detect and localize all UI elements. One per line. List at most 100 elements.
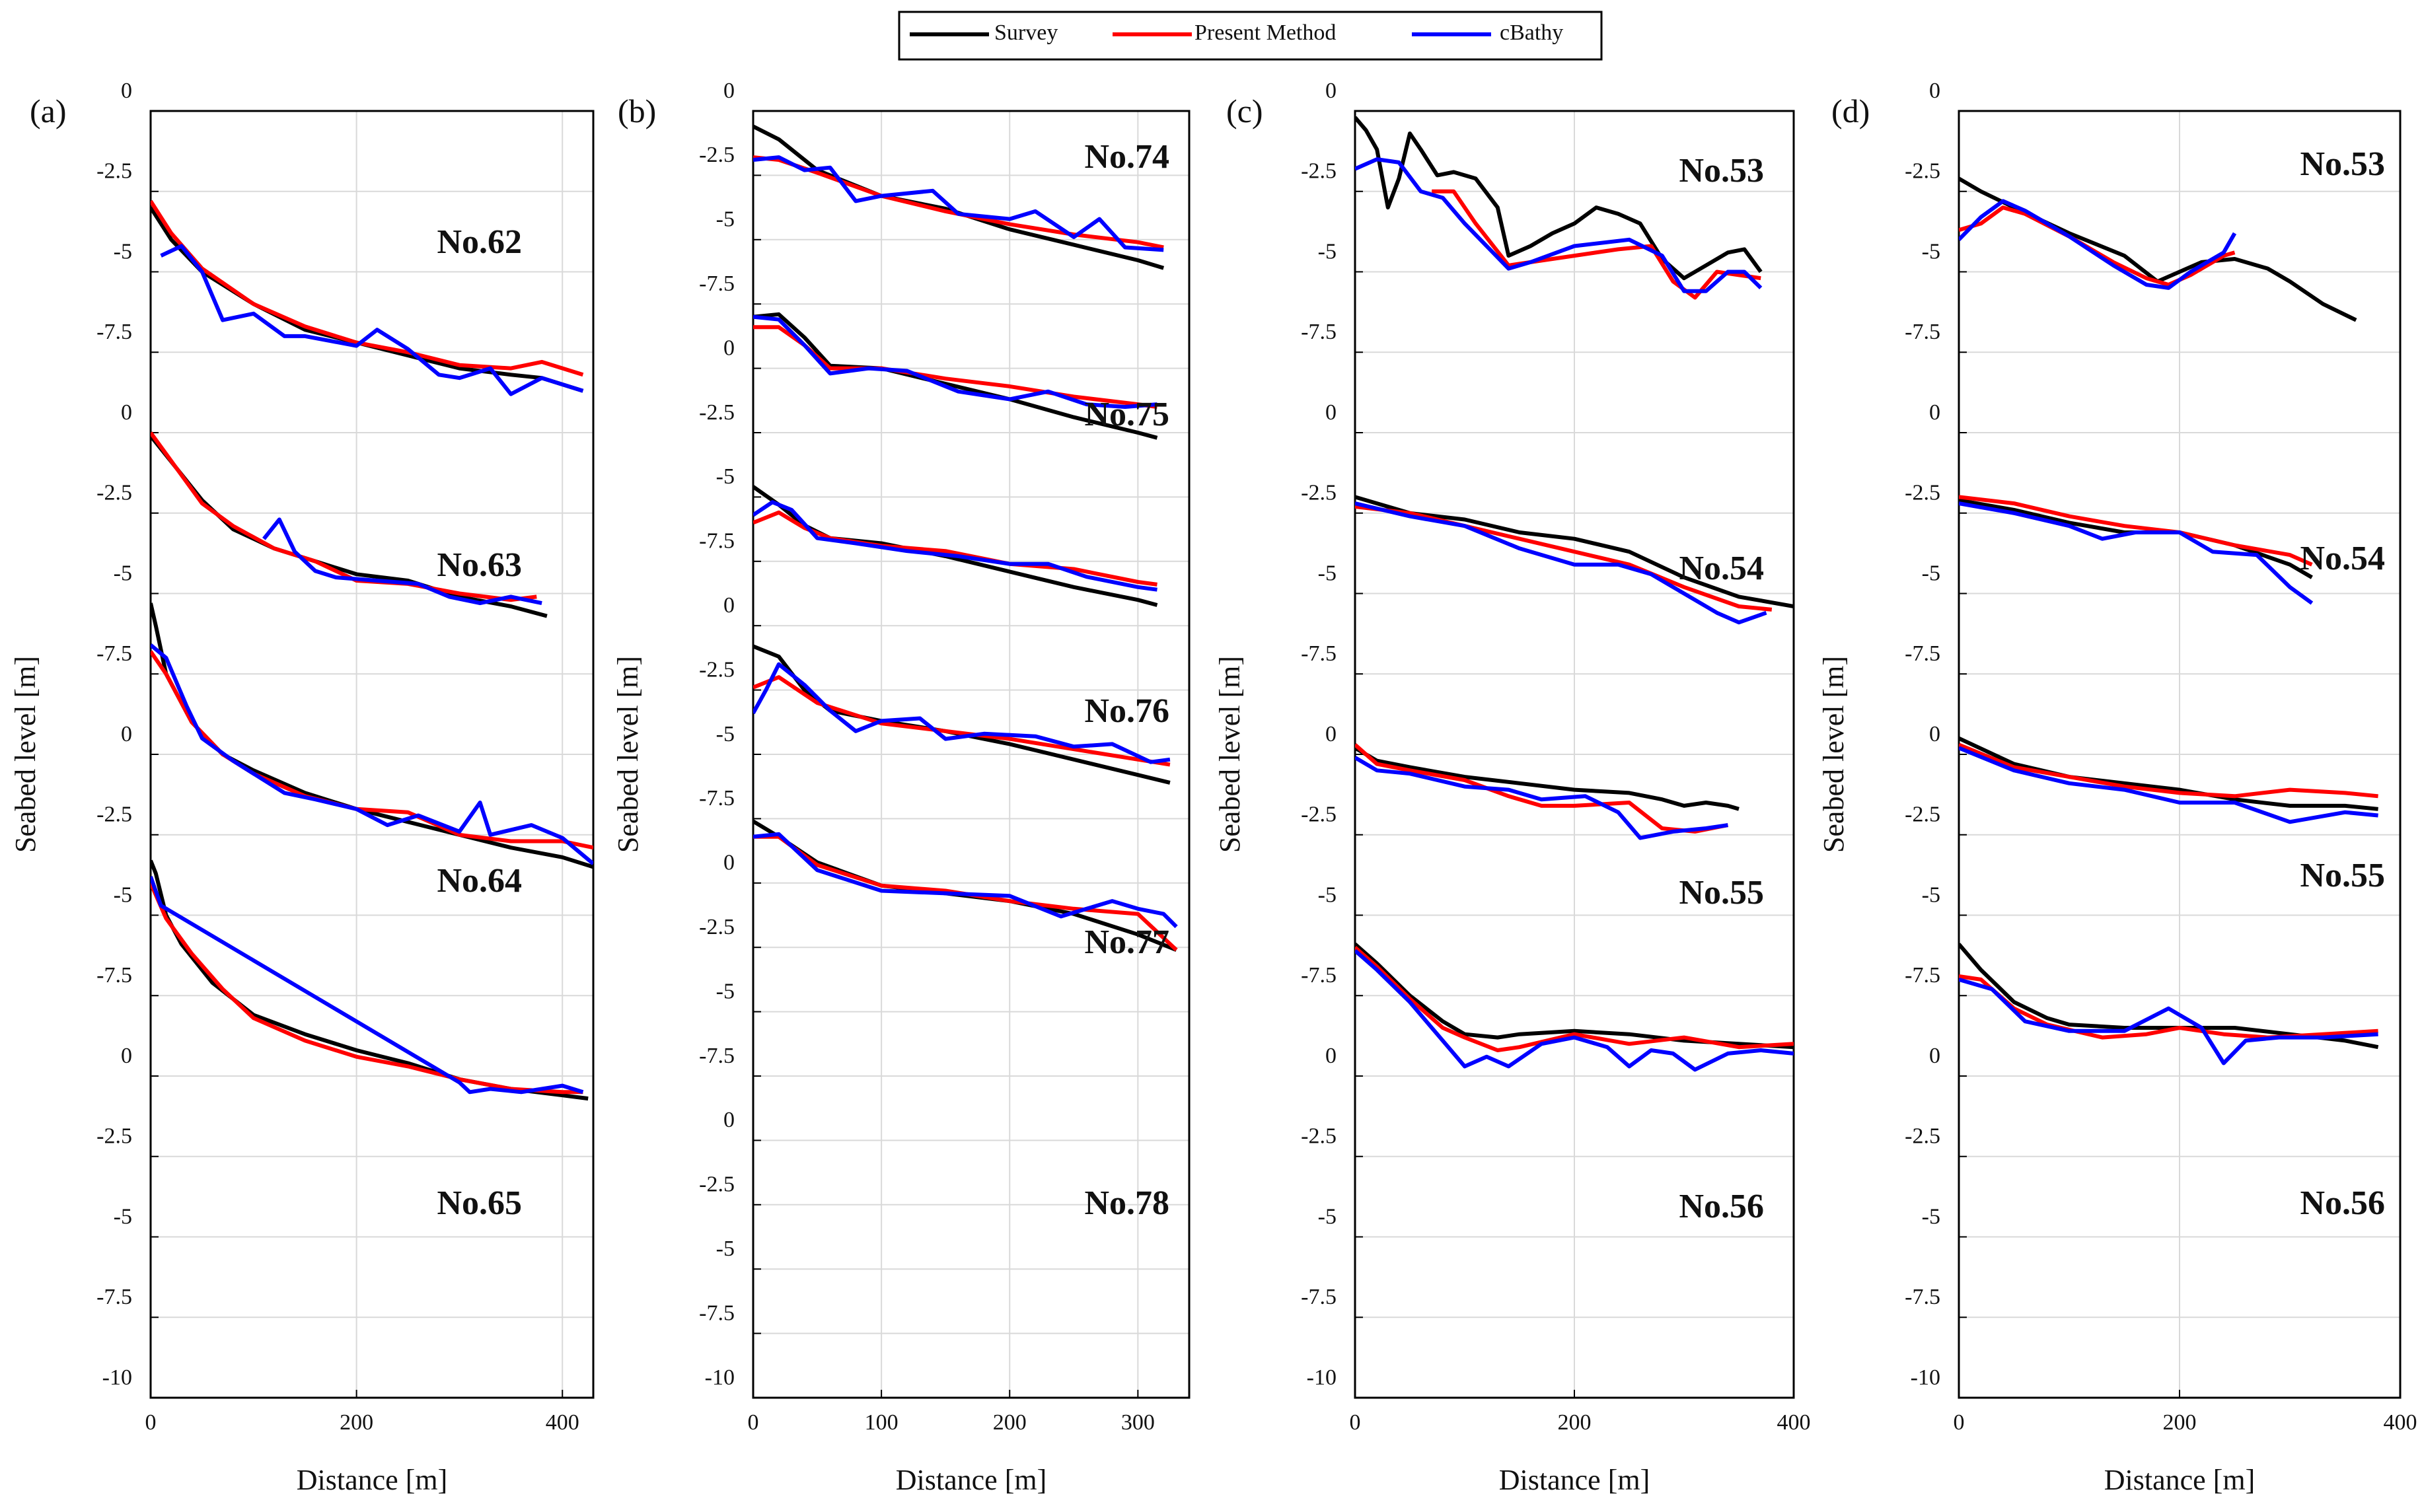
- series-line-present-no65: [151, 882, 583, 1095]
- y-tick-label: -5: [716, 464, 735, 489]
- y-tick-label: -10: [1307, 1365, 1337, 1390]
- y-tick-label: 0: [121, 400, 132, 425]
- y-tick-label: -2.5: [1301, 1124, 1337, 1149]
- series-line-cbathy-no74: [753, 155, 1164, 252]
- y-tick-label: 0: [723, 593, 735, 618]
- y-tick-label: -2.5: [699, 1172, 735, 1197]
- x-tick-label: 400: [546, 1410, 579, 1435]
- series-line-cbathy-no54: [1959, 501, 2314, 605]
- panel-label: (a): [30, 92, 67, 129]
- y-tick-label: -7.5: [699, 1044, 735, 1068]
- profile-label: No.74: [1084, 138, 1169, 176]
- series-line-present-no53: [1959, 205, 2236, 287]
- panel-d: 0 -2.5 -5 -7.5 0 -2.5 -5 -7.5 0 -2.5 -5 -7.5 0 -2.5 -5…: [1817, 79, 2417, 1496]
- y-tick-label: -7.5: [699, 1301, 735, 1325]
- x-tick-label: 200: [2163, 1410, 2197, 1435]
- y-tick-label: 0: [1929, 1044, 1940, 1068]
- y-tick-label: -2.5: [1905, 159, 1940, 184]
- panel-b: 0 -2.5 -5 -7.5 0 -2.5 -5 -7.5 0 -2.5 -5 -7.5 0 -2.5 -5…: [612, 79, 1191, 1496]
- y-tick-label: -7.5: [1905, 1285, 1940, 1309]
- series-line-cbathy-no53: [1355, 157, 1763, 293]
- series-group: [753, 124, 1178, 952]
- series-line-cbathy-no75: [753, 314, 1157, 409]
- profile-label: No.64: [437, 862, 522, 900]
- y-tick-label: 0: [121, 79, 132, 103]
- series-line-survey-no55: [1355, 746, 1740, 811]
- x-tick-label: 300: [1121, 1410, 1155, 1435]
- profile-label: No.77: [1084, 923, 1169, 961]
- y-tick-label: -5: [1318, 239, 1337, 264]
- y-tick-label: -5: [114, 561, 132, 585]
- y-tick-label: -2.5: [699, 657, 735, 682]
- series-line-survey-no54: [1355, 495, 1794, 608]
- series-line-cbathy-no55: [1959, 746, 2378, 824]
- x-tick-label: 0: [748, 1410, 759, 1435]
- panel-c: 0 -2.5 -5 -7.5 0 -2.5 -5 -7.5 0 -2.5 -5 -7.5 0 -2.5 -5…: [1214, 79, 1811, 1496]
- x-tick-label: 400: [2384, 1410, 2417, 1435]
- profile-label: No.75: [1084, 396, 1169, 433]
- profile-label: No.56: [2300, 1184, 2385, 1222]
- legend-label-cbathy: cBathy: [1500, 20, 1563, 45]
- series-line-present-no54: [1959, 495, 2313, 567]
- panel-label: (c): [1226, 92, 1263, 129]
- legend-label-present-method: Present Method: [1194, 20, 1336, 45]
- y-tick-label: -5: [1922, 561, 1940, 585]
- y-tick-label: 0: [723, 79, 735, 103]
- x-tick-label: 0: [145, 1410, 157, 1435]
- legend: Survey Present Method cBathy: [898, 11, 1603, 61]
- y-tick-label: 0: [121, 1044, 132, 1068]
- y-tick-label: -7.5: [1301, 320, 1337, 344]
- x-tick-label: 400: [1777, 1410, 1811, 1435]
- y-tick-label: -7.5: [1905, 320, 1940, 344]
- y-tick-label: -5: [114, 239, 132, 264]
- y-tick-label: 0: [1929, 722, 1940, 746]
- y-tick-label: -5: [114, 882, 132, 907]
- series-line-present-no55: [1355, 743, 1728, 834]
- x-axis-label: Distance [m]: [1499, 1464, 1650, 1496]
- legend-label-survey: Survey: [994, 20, 1058, 45]
- y-tick-label: -2.5: [1905, 803, 1940, 827]
- y-tick-label: -7.5: [1301, 641, 1337, 666]
- panels: 0 -2.5 -5 -7.5 0 -2.5 -5 -7.5 0 -2.5 -5 -7.5 0 -2.5 -5…: [9, 79, 2417, 1496]
- y-tick-label: -2.5: [96, 803, 132, 827]
- y-axis-label: Seabed level [m]: [1214, 656, 1246, 853]
- y-tick-label: -5: [716, 1237, 735, 1261]
- series-line-cbathy-no56: [1959, 978, 2378, 1065]
- series-line-present-no63: [151, 431, 537, 602]
- y-tick-label: -7.5: [1905, 963, 1940, 988]
- series-line-cbathy-no77: [753, 662, 1171, 764]
- profile-label: No.54: [1679, 550, 1764, 587]
- y-tick-label: -2.5: [96, 481, 132, 505]
- series-line-cbathy-no53: [1959, 199, 2237, 290]
- y-tick-label: -7.5: [1301, 963, 1337, 988]
- y-tick-label: 0: [1325, 1044, 1337, 1068]
- x-tick-label: 200: [993, 1410, 1027, 1435]
- y-tick-label: 0: [723, 1108, 735, 1132]
- y-tick-label: -5: [1318, 882, 1337, 907]
- x-axis-label: Distance [m]: [2104, 1464, 2255, 1496]
- y-tick-label: 0: [1325, 79, 1337, 103]
- panel-label: (d): [1831, 92, 1870, 129]
- y-tick-label: -7.5: [96, 320, 132, 344]
- series-line-cbathy-no55: [1355, 756, 1728, 840]
- series-line-cbathy-no54: [1355, 501, 1767, 625]
- y-tick-label: 0: [1929, 400, 1940, 425]
- x-axis-label: Distance [m]: [297, 1464, 447, 1496]
- y-tick-label: 0: [121, 722, 132, 746]
- profile-label: No.56: [1679, 1188, 1764, 1225]
- series-line-present-no56: [1355, 945, 1794, 1052]
- profile-label: No.65: [437, 1184, 522, 1222]
- y-axis-label: Seabed level [m]: [9, 656, 42, 853]
- series-line-cbathy-no65: [151, 876, 584, 1095]
- y-tick-label: -5: [1922, 1204, 1940, 1229]
- y-tick-label: -10: [1911, 1365, 1940, 1390]
- y-tick-label: -2.5: [96, 159, 132, 184]
- series-line-present-no54: [1355, 505, 1773, 612]
- series-line-cbathy-no78: [753, 832, 1178, 929]
- y-tick-label: -7.5: [1905, 641, 1940, 666]
- y-tick-label: -2.5: [1301, 481, 1337, 505]
- y-tick-label: -5: [1318, 1204, 1337, 1229]
- y-tick-label: -10: [705, 1365, 735, 1390]
